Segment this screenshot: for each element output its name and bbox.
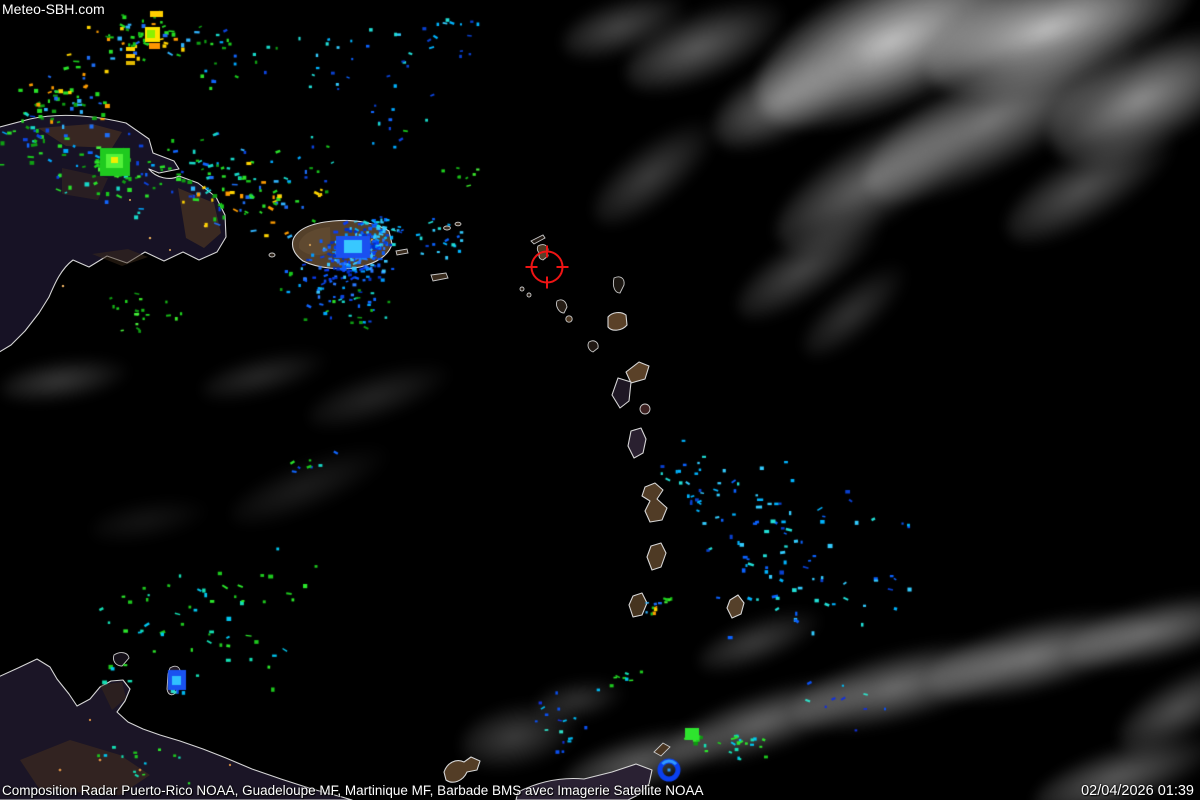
data-attribution: Composition Radar Puerto-Rico NOAA, Guad… — [2, 783, 704, 798]
image-timestamp: 02/04/2026 01:39 — [1081, 783, 1194, 799]
location-marker-crosshair — [525, 245, 569, 289]
site-watermark: Meteo-SBH.com — [2, 1, 105, 17]
